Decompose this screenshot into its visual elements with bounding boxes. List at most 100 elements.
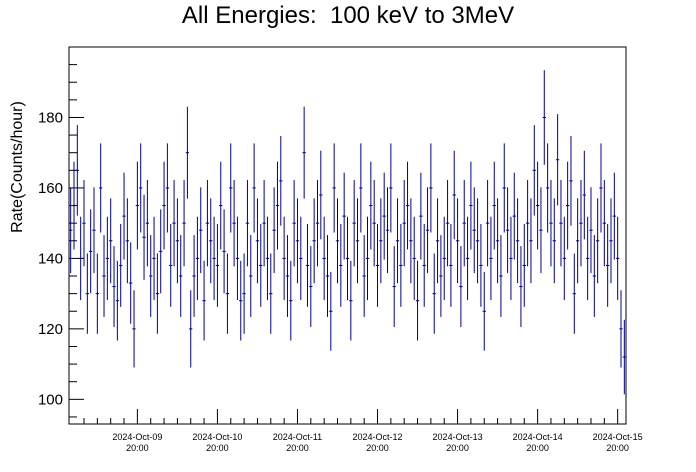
data-point xyxy=(385,187,390,274)
data-point xyxy=(465,216,470,301)
data-point xyxy=(129,242,133,324)
x-tick-date-label: 2024-Oct-10 xyxy=(192,432,242,442)
data-point xyxy=(595,198,600,284)
data-point xyxy=(209,198,213,284)
data-point xyxy=(442,216,446,301)
data-point xyxy=(539,187,543,274)
data-point xyxy=(349,260,353,341)
data-point xyxy=(505,187,510,274)
data-point xyxy=(372,180,376,267)
data-point xyxy=(369,161,373,250)
data-point xyxy=(395,198,400,284)
data-point xyxy=(362,235,366,317)
data-point xyxy=(245,180,250,267)
data-point xyxy=(122,172,126,260)
data-point xyxy=(195,216,200,301)
data-point xyxy=(549,180,553,267)
data-point xyxy=(582,150,586,240)
data-point xyxy=(382,172,386,260)
data-point xyxy=(159,209,163,294)
data-point xyxy=(345,216,350,301)
y-axis-label: Rate(Counts/hour) xyxy=(9,101,26,233)
x-tick-date-label: 2024-Oct-09 xyxy=(112,432,162,442)
data-point xyxy=(352,180,356,267)
data-point xyxy=(529,198,533,284)
data-point xyxy=(579,180,583,267)
data-point xyxy=(602,180,606,267)
data-point xyxy=(472,187,476,274)
data-point xyxy=(155,253,160,334)
data-point xyxy=(189,290,193,368)
data-point xyxy=(175,198,180,284)
data-point xyxy=(429,143,433,233)
data-point xyxy=(365,216,370,301)
data-series xyxy=(69,70,626,395)
data-point xyxy=(589,187,593,274)
data-point xyxy=(225,253,230,334)
data-point xyxy=(399,224,403,307)
data-point xyxy=(609,198,613,284)
data-point xyxy=(72,161,76,250)
data-point xyxy=(445,180,450,267)
data-point xyxy=(605,224,610,307)
data-point xyxy=(285,235,290,317)
data-point xyxy=(192,235,196,317)
data-point xyxy=(235,216,240,301)
data-point xyxy=(152,216,156,301)
x-tick-time-label: 20:00 xyxy=(606,443,629,453)
data-point xyxy=(342,172,346,260)
data-point xyxy=(449,224,453,307)
data-point xyxy=(202,260,206,341)
data-point xyxy=(215,224,220,307)
data-point xyxy=(562,216,566,301)
data-point xyxy=(262,180,266,267)
data-point xyxy=(319,150,323,240)
data-point xyxy=(452,150,456,240)
x-tick-time-label: 20:00 xyxy=(526,443,549,453)
data-point xyxy=(335,198,340,284)
data-point xyxy=(389,143,393,233)
data-point xyxy=(325,235,330,317)
data-point xyxy=(339,224,343,307)
data-point xyxy=(222,209,226,294)
data-point xyxy=(379,198,383,284)
data-point xyxy=(95,253,100,334)
y-tick-label: 180 xyxy=(38,109,63,126)
data-point xyxy=(495,198,500,284)
y-tick-label: 160 xyxy=(38,180,63,197)
data-point xyxy=(322,216,326,301)
data-point xyxy=(622,319,626,395)
data-point xyxy=(469,161,473,250)
data-point xyxy=(435,198,440,284)
data-point xyxy=(149,235,153,317)
data-point xyxy=(305,224,310,307)
data-point xyxy=(85,253,90,334)
data-point xyxy=(82,180,86,267)
data-point xyxy=(619,290,623,368)
data-point xyxy=(439,235,443,317)
data-point xyxy=(525,180,530,267)
data-point xyxy=(182,180,186,267)
data-point xyxy=(542,70,546,165)
data-point xyxy=(172,180,176,267)
data-point xyxy=(219,161,223,250)
data-point xyxy=(315,180,320,267)
x-tick-time-label: 20:00 xyxy=(446,443,469,453)
data-point xyxy=(312,198,316,284)
data-point xyxy=(532,125,536,216)
data-point xyxy=(499,235,503,317)
data-point xyxy=(599,143,603,233)
data-point xyxy=(502,143,506,233)
data-point xyxy=(479,224,483,307)
data-point xyxy=(135,161,140,250)
data-point xyxy=(419,172,423,260)
y-tick-label: 100 xyxy=(38,391,63,408)
data-point xyxy=(515,198,520,284)
data-point xyxy=(512,172,516,260)
x-tick-date-label: 2024-Oct-12 xyxy=(353,432,403,442)
data-point xyxy=(275,161,280,250)
data-point xyxy=(355,198,360,284)
data-point xyxy=(575,198,580,284)
data-point xyxy=(249,235,253,317)
